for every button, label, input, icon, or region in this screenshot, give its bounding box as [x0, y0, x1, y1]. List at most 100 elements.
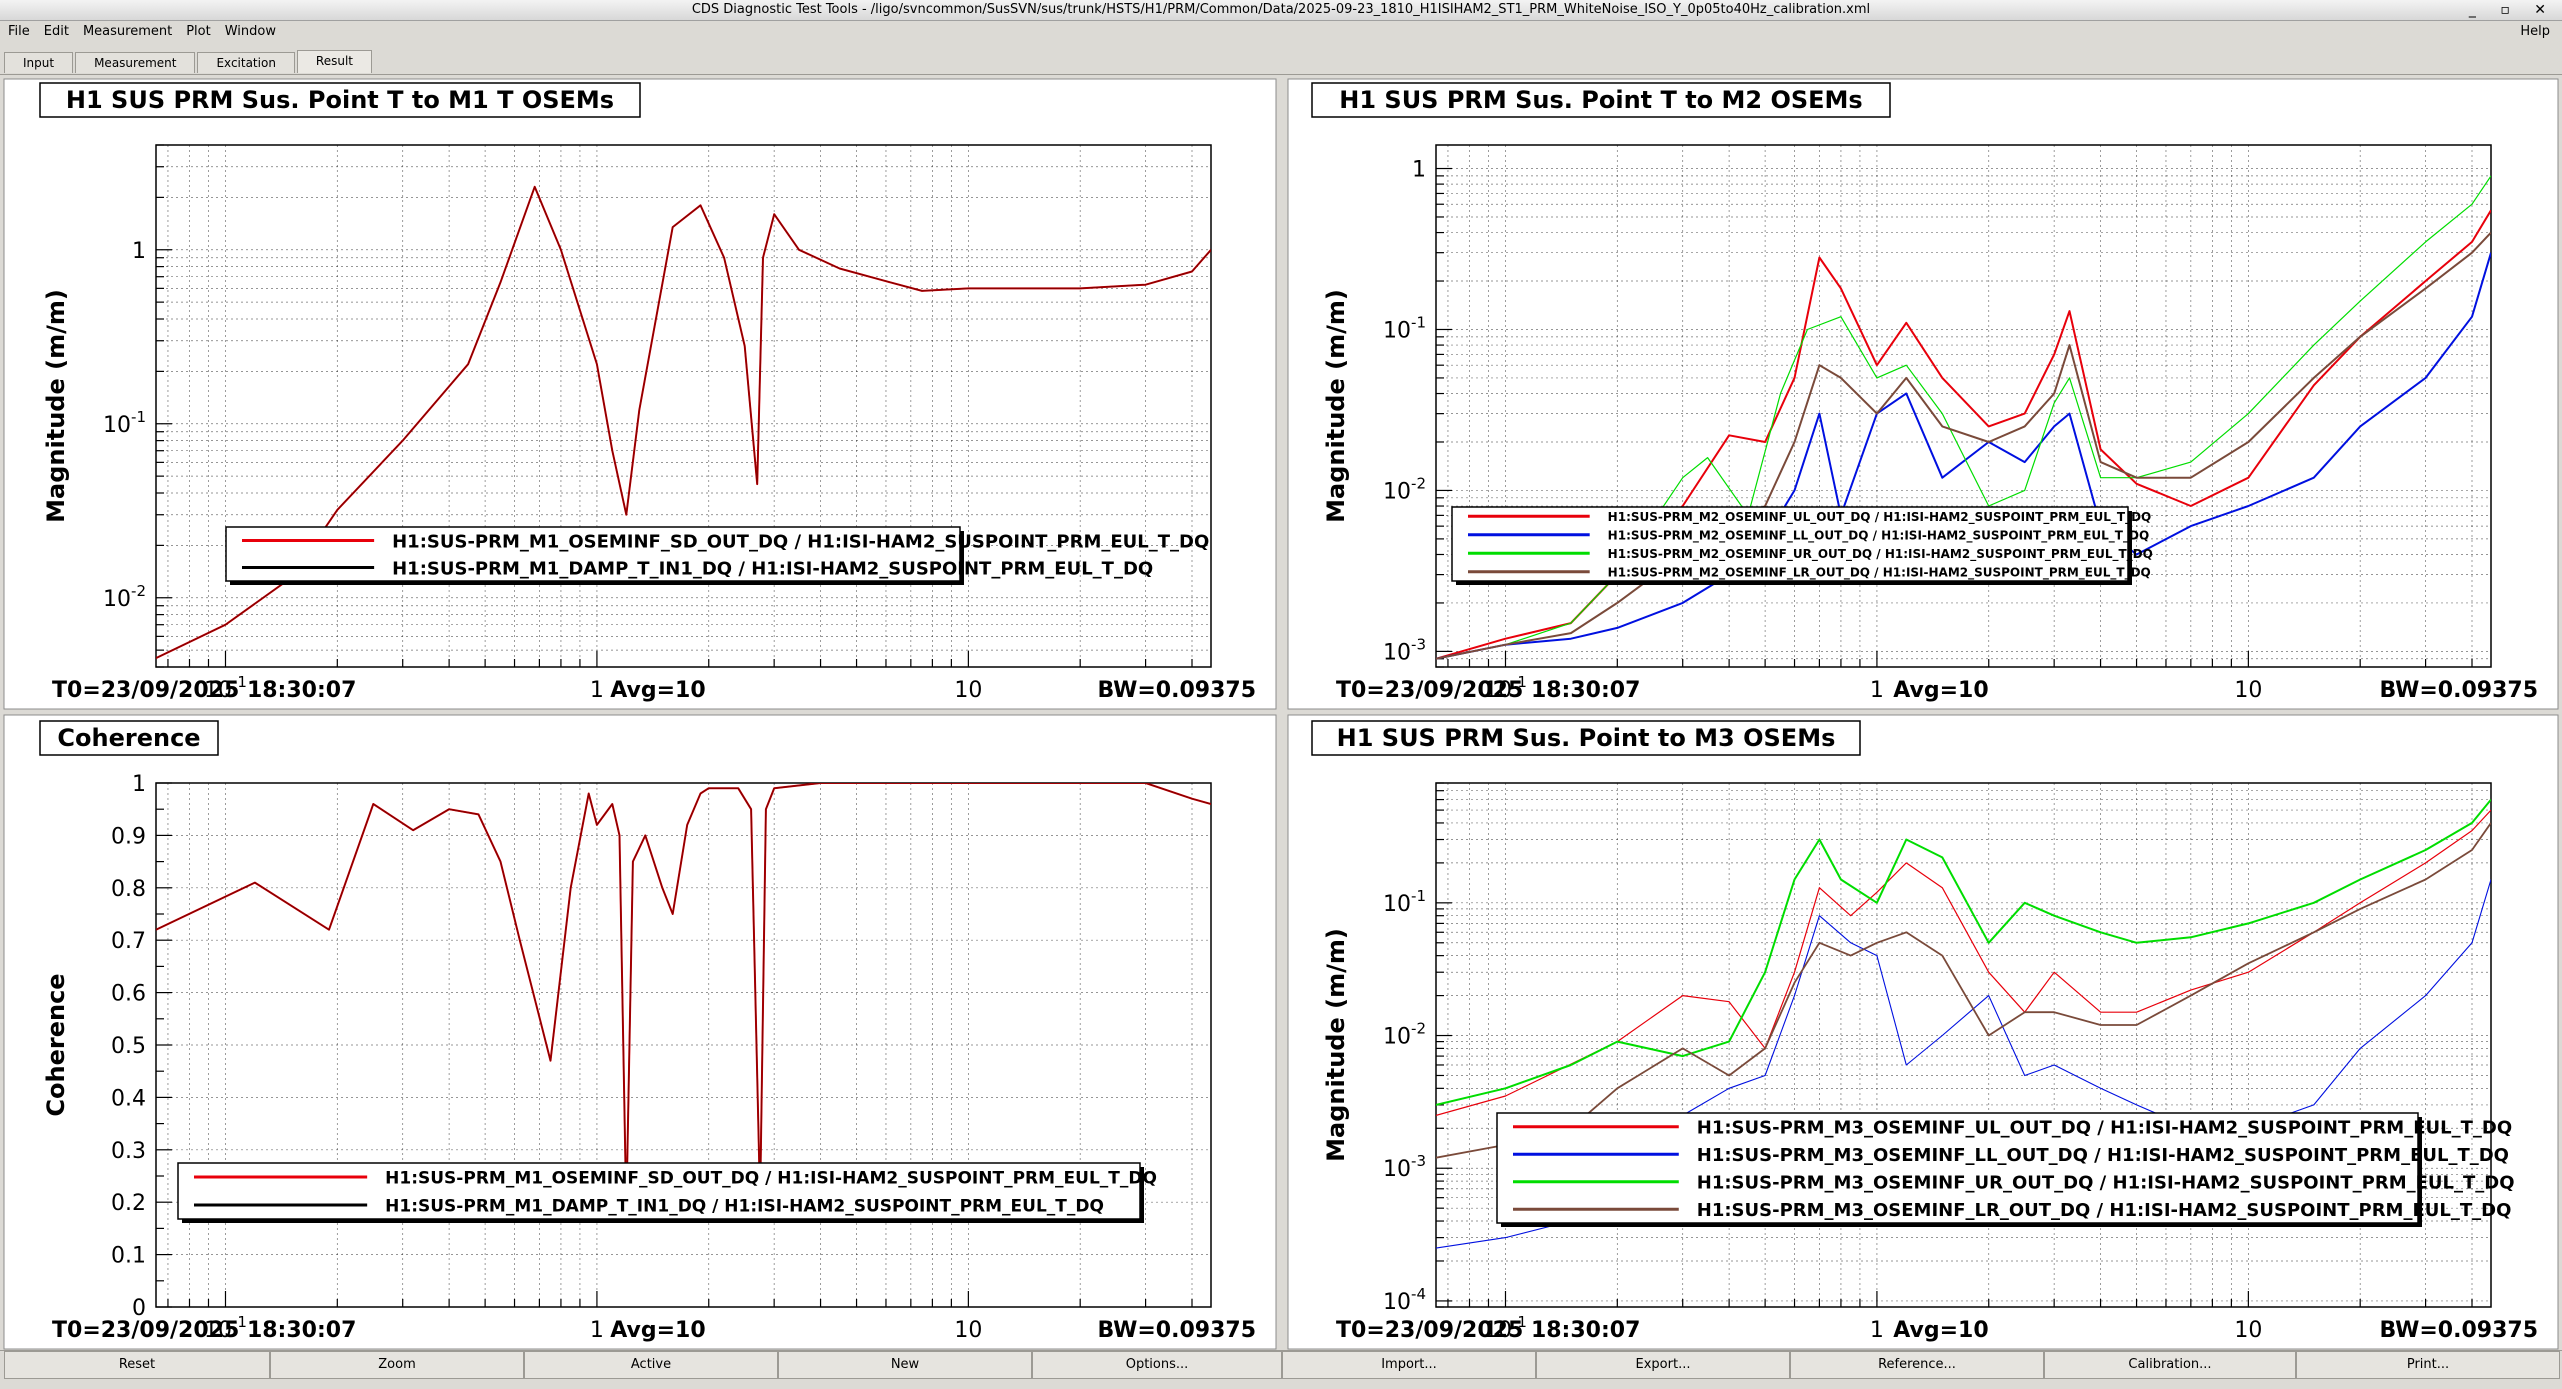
series-line-1	[1436, 209, 2491, 660]
reset-button[interactable]: Reset	[4, 1351, 270, 1379]
y-tick-label: 1	[1412, 158, 1426, 183]
legend-entry: H1:SUS-PRM_M1_OSEMINF_SD_OUT_DQ / H1:ISI…	[385, 1168, 1157, 1188]
window-controls[interactable]: _ ▫ ✕	[2468, 2, 2556, 18]
legend-entry: H1:SUS-PRM_M2_OSEMINF_UL_OUT_DQ / H1:ISI…	[1608, 510, 2152, 525]
x-tick-label: 10	[954, 678, 982, 703]
menu-measurement[interactable]: Measurement	[82, 24, 173, 39]
x-tick-label: 10-1	[1484, 1313, 1527, 1343]
footer-t0: T0=23/09/2025 18:30:07	[52, 1318, 356, 1343]
tab-measurement[interactable]: Measurement	[75, 52, 196, 73]
y-axis-label: Coherence	[42, 973, 70, 1116]
window-titlebar: CDS Diagnostic Test Tools - /ligo/svncom…	[0, 0, 2562, 21]
chart-title: H1 SUS PRM Sus. Point T to M1 T OSEMs	[66, 86, 614, 114]
menu-help[interactable]: Help	[2520, 24, 2550, 39]
chart-title-box	[1311, 82, 1891, 118]
export-button[interactable]: Export...	[1536, 1351, 1790, 1379]
chart-title: H1 SUS PRM Sus. Point to M3 OSEMs	[1337, 724, 1836, 752]
series-line-3	[1436, 175, 2491, 660]
y-tick-label: 10-2	[103, 582, 146, 612]
y-axis-label: Magnitude (m/m)	[1322, 289, 1350, 523]
y-tick-label: 10-1	[103, 408, 146, 438]
zoom-button[interactable]: Zoom	[270, 1351, 524, 1379]
footer-avg: Avg=10	[610, 678, 705, 703]
legend-box	[225, 526, 961, 582]
footer-t0: T0=23/09/2025 18:30:07	[1336, 678, 1640, 703]
legend-entry: H1:SUS-PRM_M3_OSEMINF_LL_OUT_DQ / H1:ISI…	[1697, 1145, 2509, 1166]
legend-box	[177, 1162, 1141, 1220]
footer-bw: BW=0.09375	[1098, 1318, 1256, 1343]
y-tick-label: 0.6	[111, 982, 146, 1007]
x-tick-label: 10-1	[204, 1313, 247, 1343]
tab-input[interactable]: Input	[4, 52, 74, 73]
y-tick-label: 0	[132, 1296, 146, 1321]
chart-title: H1 SUS PRM Sus. Point T to M2 OSEMs	[1339, 86, 1862, 114]
y-tick-label: 10-3	[1383, 1152, 1426, 1182]
legend-entry: H1:SUS-PRM_M2_OSEMINF_LR_OUT_DQ / H1:ISI…	[1608, 565, 2151, 580]
x-tick-label: 10	[2234, 678, 2262, 703]
footer-t0: T0=23/09/2025 18:30:07	[1336, 1318, 1640, 1343]
footer-avg: Avg=10	[610, 1318, 705, 1343]
reference-button[interactable]: Reference...	[1790, 1351, 2044, 1379]
chart-panel-p3: Coherence 10-1 1 10 0 0.1 0.2 0.3 0.4 0.5 0.6 0.7 0.…	[3, 714, 1277, 1350]
chart-panel-p4: H1 SUS PRM Sus. Point to M3 OSEMs 10-1 1 10…	[1287, 714, 2559, 1350]
menu-window[interactable]: Window	[224, 24, 276, 39]
y-axis-label: Magnitude (m/m)	[42, 289, 70, 523]
y-tick-label: 10-1	[1383, 887, 1426, 917]
legend-entry: H1:SUS-PRM_M3_OSEMINF_UL_OUT_DQ / H1:ISI…	[1697, 1118, 2512, 1139]
legend-box	[1496, 1112, 2419, 1224]
menu-edit[interactable]: Edit	[43, 24, 69, 39]
series-line-2	[156, 783, 1211, 1214]
import-button[interactable]: Import...	[1282, 1351, 1536, 1379]
y-tick-label: 0.9	[111, 824, 146, 849]
footer-bw: BW=0.09375	[2380, 678, 2538, 703]
y-tick-label: 0.4	[111, 1086, 146, 1111]
active-button[interactable]: Active	[524, 1351, 778, 1379]
new-button[interactable]: New	[778, 1351, 1032, 1379]
chart-title: Coherence	[57, 724, 200, 752]
x-tick-label: 10	[2234, 1318, 2262, 1343]
y-tick-label: 0.7	[111, 929, 146, 954]
y-tick-label: 0.2	[111, 1191, 146, 1216]
legend-entry: H1:SUS-PRM_M2_OSEMINF_LL_OUT_DQ / H1:ISI…	[1608, 528, 2149, 543]
legend-entry: H1:SUS-PRM_M3_OSEMINF_LR_OUT_DQ / H1:ISI…	[1697, 1200, 2512, 1221]
chart-panel-p2: H1 SUS PRM Sus. Point T to M2 OSEMs 10-1 1…	[1287, 78, 2559, 743]
x-tick-label: 10-1	[1484, 673, 1527, 703]
plot-area[interactable]	[1435, 144, 2492, 668]
x-tick-label: 1	[590, 1318, 604, 1343]
x-tick-label: 1	[1870, 678, 1884, 703]
y-tick-label: 0.8	[111, 877, 146, 902]
series-line-4	[1436, 822, 2491, 1159]
tab-excitation[interactable]: Excitation	[197, 52, 295, 73]
x-tick-label: 1	[590, 678, 604, 703]
plot-area[interactable]	[1435, 782, 2492, 1308]
menu-bar: File Edit Measurement Plot Window Help	[0, 21, 2562, 43]
tab-bar: Input Measurement Excitation Result	[4, 50, 374, 74]
legend-box	[1451, 506, 2129, 582]
y-tick-label: 0.3	[111, 1139, 146, 1164]
options-button[interactable]: Options...	[1032, 1351, 1282, 1379]
series-line-3	[1436, 798, 2491, 1106]
x-tick-label: 1	[1870, 1318, 1884, 1343]
series-line-2	[156, 186, 1211, 659]
chart-title-box	[39, 720, 219, 756]
legend-entry: H1:SUS-PRM_M1_DAMP_T_IN1_DQ / H1:ISI-HAM…	[392, 558, 1153, 579]
plot-area[interactable]	[155, 144, 1212, 668]
tab-result[interactable]: Result	[296, 50, 372, 73]
legend-entry: H1:SUS-PRM_M1_DAMP_T_IN1_DQ / H1:ISI-HAM…	[385, 1196, 1104, 1216]
series-group	[156, 185, 1211, 660]
y-tick-label: 10-4	[1383, 1285, 1426, 1315]
footer-bw: BW=0.09375	[2380, 1318, 2538, 1343]
y-tick-label: 10-2	[1383, 474, 1426, 504]
y-tick-label: 0.5	[111, 1034, 146, 1059]
bottom-toolbar: Reset Zoom Active New Options... Import.…	[0, 1350, 2562, 1381]
menu-file[interactable]: File	[8, 24, 30, 39]
calibration-button[interactable]: Calibration...	[2044, 1351, 2296, 1379]
print-button[interactable]: Print...	[2296, 1351, 2560, 1379]
menu-plot[interactable]: Plot	[186, 24, 211, 39]
x-tick-label: 10	[954, 1318, 982, 1343]
footer-bw: BW=0.09375	[1098, 678, 1256, 703]
legend-entry: H1:SUS-PRM_M1_OSEMINF_SD_OUT_DQ / H1:ISI…	[392, 531, 1209, 552]
footer-avg: Avg=10	[1893, 1318, 1988, 1343]
y-tick-label: 1	[132, 772, 146, 797]
window-title: CDS Diagnostic Test Tools - /ligo/svncom…	[691, 2, 1871, 17]
